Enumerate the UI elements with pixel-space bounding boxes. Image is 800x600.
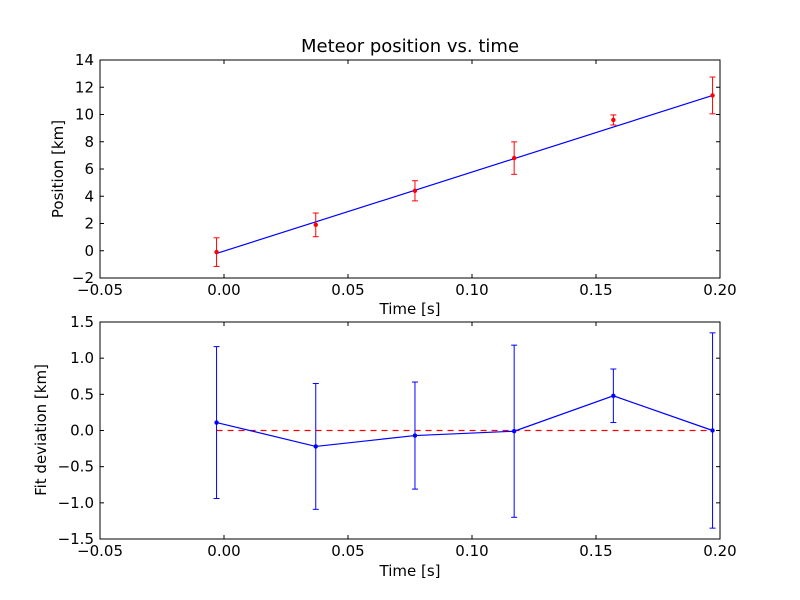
bottom-y-tick-label: 0.5 <box>70 385 94 403</box>
top-x-tick-label: −0.05 <box>77 281 123 299</box>
bottom-x-tick-label: 0.10 <box>455 542 488 560</box>
bottom-data-point <box>511 429 517 434</box>
bottom-data-point <box>710 428 715 433</box>
top-axes: Meteor position vs. time −0.05 0.00 0.05 0.… <box>49 36 737 318</box>
top-data-point <box>611 117 616 123</box>
top-x-tick-label: 0.15 <box>579 281 612 299</box>
bottom-data-point <box>313 444 318 449</box>
bottom-data-point <box>412 433 418 438</box>
bottom-x-tick-label: 0.15 <box>579 542 612 560</box>
bottom-deviation-line <box>216 395 713 448</box>
bottom-y-axis-label: Fit deviation [km] <box>32 364 50 496</box>
top-y-tick-label: 12 <box>75 78 94 96</box>
bottom-axes-frame <box>99 321 721 540</box>
top-x-axis-label: Time [s] <box>379 300 441 318</box>
top-plot-area: −0.05 0.00 0.05 0.10 0.15 0.20 −2 0 2 4 6 8 10 12 14 <box>72 51 737 299</box>
top-data-point <box>412 188 418 193</box>
top-axes-frame <box>99 59 721 279</box>
top-data-point <box>214 249 219 255</box>
top-data-point <box>511 155 517 161</box>
top-fit-line <box>216 94 713 255</box>
top-y-tick-label: 4 <box>84 187 94 205</box>
bottom-x-tick-label: −0.05 <box>77 542 123 560</box>
bottom-y-tick-label: 0.0 <box>70 422 94 440</box>
bottom-y-tick-label: 1.5 <box>70 313 94 331</box>
bottom-y-tick-label: −1.5 <box>58 530 94 548</box>
top-y-tick-label: 10 <box>75 106 94 124</box>
bottom-plot-area: −0.05 0.00 0.05 0.10 0.15 0.20 −1.5 −1.0 −0.5 0.0… <box>58 313 737 560</box>
bottom-data-point <box>611 393 616 398</box>
top-y-tick-label: 0 <box>84 242 94 260</box>
bottom-x-axis-label: Time [s] <box>379 562 441 580</box>
top-y-tick-label: 2 <box>84 215 94 233</box>
bottom-data-point <box>214 420 219 425</box>
top-y-tick-label: 6 <box>84 160 94 178</box>
top-y-axis-label: Position [km] <box>49 120 67 218</box>
top-x-tick-label: 0.00 <box>207 281 240 299</box>
top-x-tick-label: 0.20 <box>703 281 736 299</box>
bottom-y-tick-label: −0.5 <box>58 458 94 476</box>
top-x-tick-label: 0.05 <box>331 281 364 299</box>
top-y-tick-label: 8 <box>84 133 94 151</box>
bottom-x-tick-label: 0.05 <box>331 542 364 560</box>
top-y-tick-label: −2 <box>72 269 94 287</box>
top-y-tick-label: 14 <box>75 51 94 69</box>
bottom-axes: −0.05 0.00 0.05 0.10 0.15 0.20 −1.5 −1.0 −0.5 0.0… <box>32 313 737 580</box>
bottom-x-tick-label: 0.20 <box>703 542 736 560</box>
top-chart-title: Meteor position vs. time <box>301 36 519 57</box>
bottom-y-tick-label: −1.0 <box>58 494 94 512</box>
bottom-x-tick-label: 0.00 <box>207 542 240 560</box>
top-x-tick-label: 0.10 <box>455 281 488 299</box>
bottom-y-tick-label: 1.0 <box>70 349 94 367</box>
top-data-point <box>710 93 715 98</box>
top-data-point <box>313 222 318 228</box>
